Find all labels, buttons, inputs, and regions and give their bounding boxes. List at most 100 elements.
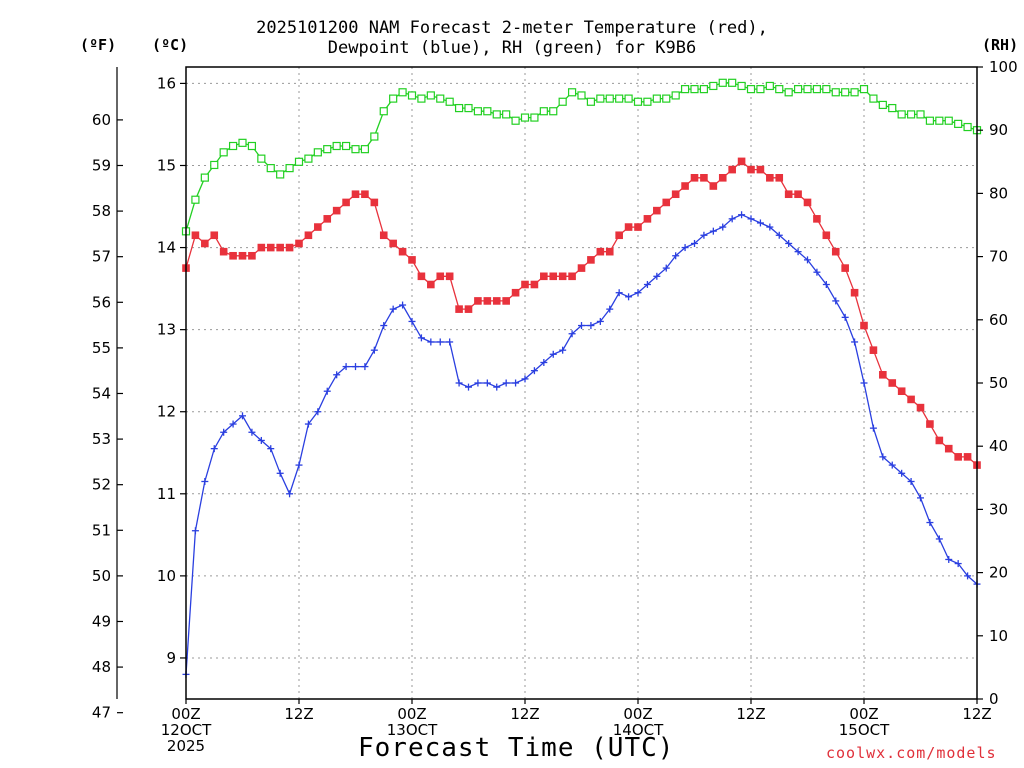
dewpoint-point bbox=[615, 289, 623, 297]
rh-point bbox=[520, 113, 530, 122]
temperature-point bbox=[784, 190, 793, 199]
fahrenheit-tick-label: 53 bbox=[92, 430, 111, 448]
rh-point bbox=[841, 88, 850, 97]
rh-point bbox=[266, 164, 275, 173]
x-tick-label: 00Z bbox=[171, 705, 200, 723]
temperature-point bbox=[888, 379, 897, 387]
temperature-point bbox=[342, 198, 350, 207]
dewpoint-point bbox=[502, 379, 510, 387]
dewpoint-point bbox=[662, 264, 670, 272]
dewpoint-point bbox=[530, 367, 538, 375]
rh-point bbox=[360, 145, 370, 154]
temperature-point bbox=[332, 206, 341, 215]
dewpoint-point bbox=[455, 379, 463, 387]
series-layer bbox=[181, 78, 982, 678]
temperature-point bbox=[577, 264, 586, 272]
dewpoint-point bbox=[634, 289, 642, 297]
dewpoint-point bbox=[399, 301, 407, 309]
dewpoint-point bbox=[352, 363, 359, 371]
temperature-point bbox=[370, 198, 379, 207]
rh-tick-label: 80 bbox=[989, 184, 1008, 202]
temperature-point bbox=[248, 251, 256, 260]
fahrenheit-tick-label: 51 bbox=[92, 521, 111, 539]
rh-point bbox=[596, 94, 605, 103]
temperature-point bbox=[850, 288, 859, 297]
rh-tick-label: 70 bbox=[989, 248, 1008, 266]
temperature-point bbox=[926, 420, 934, 428]
temperature-point bbox=[521, 280, 529, 289]
rh-point bbox=[718, 78, 727, 87]
temperature-point bbox=[540, 272, 548, 281]
dewpoint-point bbox=[643, 281, 651, 289]
x-tick-label: 12Z bbox=[962, 705, 991, 723]
dewpoint-point bbox=[851, 338, 859, 346]
dewpoint-point bbox=[813, 268, 821, 276]
rh-tick-label: 90 bbox=[989, 121, 1008, 139]
dewpoint-point bbox=[869, 424, 877, 432]
dewpoint-point bbox=[804, 256, 811, 264]
temperature-point bbox=[747, 165, 755, 174]
fahrenheit-tick-label: 59 bbox=[92, 156, 111, 174]
dewpoint-point bbox=[945, 555, 953, 563]
rh-tick-label: 100 bbox=[989, 58, 1018, 76]
dewpoint-point bbox=[935, 535, 943, 543]
dewpoint-point bbox=[568, 330, 576, 338]
x-tick-label: 14OCT bbox=[613, 721, 664, 739]
temperature-point bbox=[860, 321, 868, 330]
dewpoint-point bbox=[681, 244, 689, 252]
temperature-point bbox=[596, 247, 605, 256]
fahrenheit-tick-label: 49 bbox=[92, 612, 111, 630]
rh-point bbox=[615, 94, 624, 103]
temperature-point bbox=[323, 215, 332, 223]
temperature-point bbox=[304, 231, 313, 240]
rh-point bbox=[351, 145, 360, 154]
dewpoint-point bbox=[389, 305, 397, 313]
dewpoint-point bbox=[898, 469, 906, 477]
rh-point bbox=[652, 94, 661, 103]
rh-point bbox=[323, 145, 332, 154]
rh-point bbox=[888, 103, 897, 113]
temperature-point bbox=[775, 174, 784, 182]
x-tick-label: 12Z bbox=[284, 705, 313, 723]
temperature-point bbox=[502, 297, 510, 305]
temperature-point bbox=[445, 272, 454, 281]
rh-point bbox=[454, 103, 464, 113]
dewpoint-point bbox=[917, 494, 924, 502]
dewpoint-point bbox=[691, 239, 698, 247]
dewpoint-point bbox=[512, 379, 520, 387]
rh-point bbox=[426, 91, 435, 100]
temperature-point bbox=[907, 395, 915, 404]
temperature-point bbox=[191, 231, 200, 240]
temperature-point bbox=[954, 453, 962, 461]
x-tick-label: 12Z bbox=[736, 705, 765, 723]
temperature-point bbox=[210, 231, 219, 240]
chart-title-line-1: 2025101200 NAM Forecast 2-meter Temperat… bbox=[256, 18, 768, 38]
dewpoint-point bbox=[483, 379, 491, 387]
dewpoint-point bbox=[879, 453, 887, 461]
rh-point bbox=[276, 170, 285, 179]
temperature-point bbox=[398, 247, 407, 256]
dewpoint-point bbox=[436, 338, 444, 346]
dewpoint-point bbox=[775, 231, 783, 239]
temperature-point bbox=[963, 453, 972, 461]
temperature-line bbox=[185, 160, 978, 466]
dewpoint-point bbox=[700, 231, 708, 239]
rh-point bbox=[605, 94, 614, 103]
rh-point bbox=[558, 97, 567, 106]
dewpoint-point bbox=[728, 215, 736, 223]
temperature-point bbox=[681, 182, 689, 190]
rh-point bbox=[643, 97, 652, 106]
temperature-point bbox=[794, 190, 802, 199]
temperature-point bbox=[511, 288, 520, 297]
fahrenheit-tick-label: 48 bbox=[92, 658, 111, 676]
temperature-point bbox=[276, 243, 284, 252]
temperature-point bbox=[389, 239, 397, 248]
dewpoint-point bbox=[201, 477, 209, 485]
dewpoint-point bbox=[267, 445, 275, 453]
temperature-point bbox=[869, 346, 878, 354]
credit-link[interactable]: coolwx.com/models bbox=[826, 744, 997, 762]
temperature-point bbox=[822, 231, 831, 240]
dewpoint-point bbox=[653, 272, 661, 280]
